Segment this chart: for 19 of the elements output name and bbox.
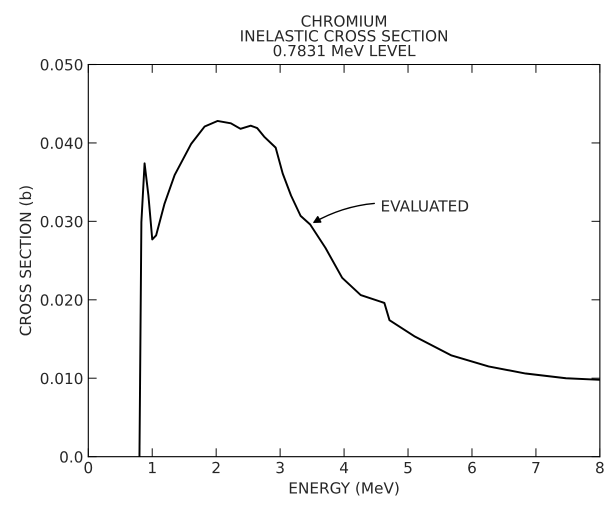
y-tick-label: 0.0	[60, 451, 82, 463]
chart-title: CHROMIUM INELASTIC CROSS SECTION 0.7831 MeV LEVEL	[241, 15, 447, 56]
x-tick-label: 2	[212, 462, 220, 474]
y-axis-title: CROSS SECTION (b)	[19, 186, 33, 336]
x-tick-label: 8	[596, 462, 604, 474]
y-tick-label: 0.030	[40, 216, 82, 228]
x-tick-label: 3	[276, 462, 284, 474]
x-tick-label: 1	[149, 462, 156, 474]
x-tick-label: 7	[532, 462, 540, 474]
x-tick-label: 6	[468, 462, 476, 474]
y-tick-label: 0.050	[40, 58, 82, 71]
annotation: EVALUATED	[382, 200, 468, 212]
y-tick-label: 0.020	[40, 294, 82, 306]
y-tick-label: 0.010	[40, 372, 82, 384]
x-tick-label: 0	[84, 462, 92, 474]
x-axis-title: ENERGY (MeV)	[290, 482, 399, 496]
x-tick-label: 4	[340, 462, 348, 474]
x-tick-label: 5	[404, 462, 412, 474]
y-tick-label: 0.040	[40, 137, 82, 149]
